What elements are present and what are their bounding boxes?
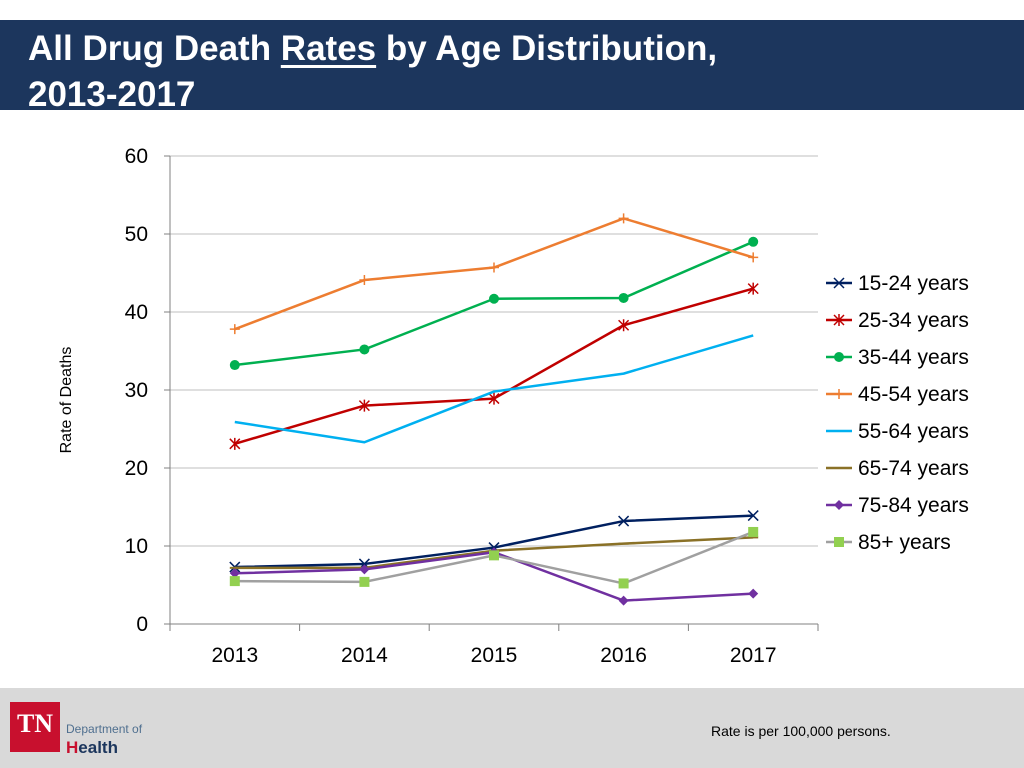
- x-tick-label: 2013: [211, 644, 258, 667]
- logo-health-initial: H: [66, 738, 79, 757]
- legend-label: 25-34 years: [858, 309, 969, 332]
- point-85-years: [748, 526, 759, 537]
- point-45-54-years: [229, 324, 240, 335]
- legend-label: 15-24 years: [858, 272, 969, 295]
- point-45-54-years: [489, 262, 499, 273]
- point-35-44-years: [489, 293, 499, 304]
- point-25-34-years: [229, 437, 241, 450]
- tn-logo-mark: TN: [16, 709, 54, 738]
- point-45-54-years: [359, 275, 370, 286]
- footer: TN Department of Health Rate is per 100,…: [0, 688, 1024, 768]
- point-75-84-years: [748, 588, 759, 599]
- y-axis-label: Rate of Deaths: [58, 347, 75, 454]
- page-title: All Drug Death Rates by Age Distribution…: [28, 26, 1008, 118]
- legend-marker-45-54-years: [834, 389, 844, 399]
- point-35-44-years: [359, 344, 370, 355]
- x-tick-label: 2017: [730, 644, 777, 667]
- point-35-44-years: [618, 292, 629, 303]
- legend-marker-25-34-years: [833, 314, 845, 326]
- point-25-34-years: [358, 399, 370, 412]
- y-tick-label: 0: [136, 613, 148, 636]
- legend-label: 55-64 years: [858, 420, 969, 443]
- rate-footnote: Rate is per 100,000 persons.: [711, 723, 891, 739]
- point-75-84-years: [618, 595, 629, 606]
- title-part2: by Age Distribution,: [376, 29, 718, 68]
- point-85-years: [359, 576, 370, 587]
- legend-label: 45-54 years: [858, 383, 969, 406]
- y-tick-label: 30: [125, 379, 148, 402]
- legend-label: 85+ years: [858, 531, 951, 554]
- point-85-years: [618, 578, 629, 589]
- legend-marker-85-years: [834, 537, 844, 547]
- y-tick-label: 40: [125, 301, 148, 324]
- y-tick-label: 50: [125, 223, 148, 246]
- point-25-34-years: [488, 392, 500, 405]
- legend-marker-35-44-years: [834, 352, 844, 362]
- logo-health-rest: ealth: [78, 738, 118, 757]
- point-25-34-years: [747, 282, 759, 295]
- point-85-years: [229, 576, 240, 587]
- x-tick-label: 2016: [600, 644, 647, 667]
- legend-label: 35-44 years: [858, 346, 969, 369]
- title-bar: All Drug Death Rates by Age Distribution…: [0, 20, 1024, 114]
- title-line2: 2013-2017: [28, 75, 196, 114]
- x-tick-label: 2015: [471, 644, 518, 667]
- point-35-44-years: [748, 236, 759, 247]
- point-45-54-years: [748, 252, 759, 263]
- y-tick-label: 60: [125, 145, 148, 168]
- x-tick-label: 2014: [341, 644, 388, 667]
- y-tick-label: 10: [125, 535, 148, 558]
- logo-health-text: Health: [66, 739, 118, 757]
- point-15-24-years: [618, 515, 630, 527]
- title-part1: All Drug Death: [28, 29, 281, 68]
- point-85-years: [489, 550, 499, 561]
- point-75-84-years: [229, 568, 240, 579]
- point-25-34-years: [618, 319, 630, 332]
- title-underlined: Rates: [280, 29, 377, 68]
- series-line-55-64-years: [234, 334, 754, 444]
- series-line-45-54-years: [234, 217, 754, 331]
- legend-label: 75-84 years: [858, 494, 969, 517]
- point-35-44-years: [229, 360, 240, 371]
- line-chart: 0 10 20 30 40 50 60 2013 2014 2015 2016 2017 Rate of…: [58, 145, 969, 667]
- logo-dept-text: Department of: [66, 722, 143, 736]
- point-15-24-years: [747, 510, 759, 522]
- point-75-84-years: [359, 564, 370, 575]
- legend-marker-75-84-years: [834, 500, 844, 510]
- legend-label: 65-74 years: [858, 457, 969, 480]
- legend-marker-15-24-years: [833, 277, 845, 289]
- y-tick-label: 20: [125, 457, 148, 480]
- point-45-54-years: [618, 213, 629, 224]
- tn-logo: TN: [10, 702, 60, 752]
